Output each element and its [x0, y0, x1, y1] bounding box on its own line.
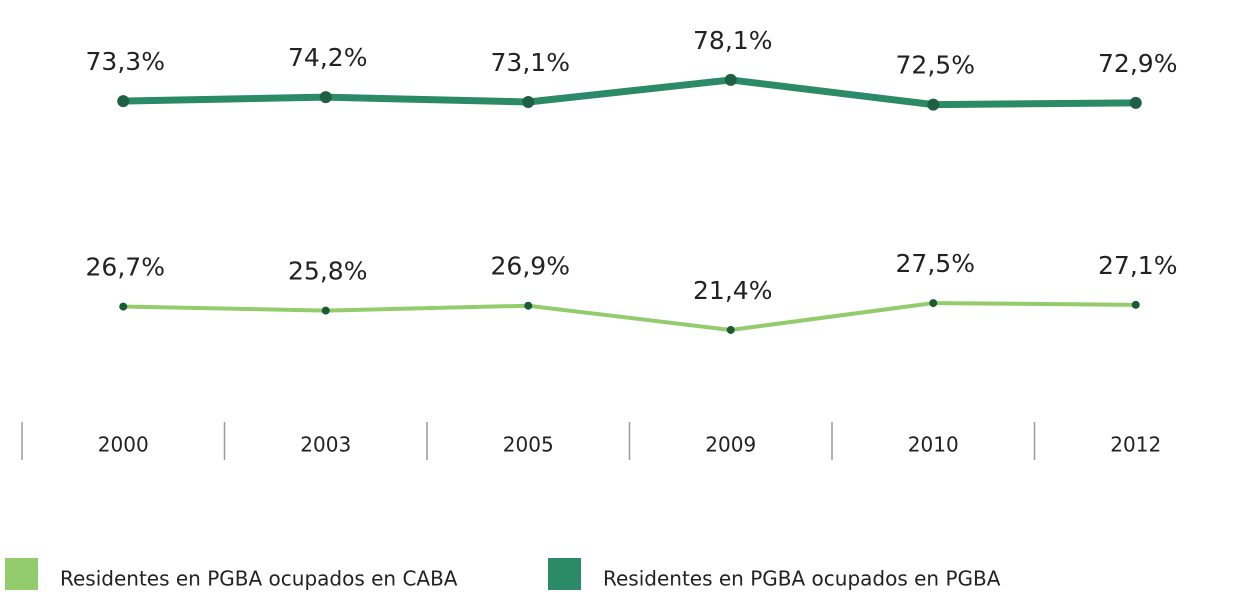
legend-label: Residentes en PGBA ocupados en CABA: [60, 567, 458, 591]
point: [1129, 96, 1142, 109]
value-label: 26,9%: [491, 252, 570, 281]
point: [927, 98, 940, 111]
x-tick-label: 2005: [503, 433, 554, 457]
point: [321, 306, 330, 315]
point: [522, 95, 535, 108]
value-label: 72,5%: [896, 51, 975, 80]
value-label: 27,5%: [896, 249, 975, 278]
value-label: 72,9%: [1098, 49, 1177, 78]
x-tick-label: 2009: [705, 433, 756, 457]
value-label: 73,3%: [86, 47, 165, 76]
value-label: 27,1%: [1098, 251, 1177, 280]
legend-label: Residentes en PGBA ocupados en PGBA: [603, 567, 1001, 591]
point: [929, 299, 938, 308]
x-tick-label: 2003: [300, 433, 351, 457]
x-tick-label: 2012: [1110, 433, 1161, 457]
series-line: [123, 301, 1136, 332]
value-label: 26,7%: [86, 253, 165, 282]
point: [319, 91, 332, 104]
point: [524, 301, 533, 310]
point: [117, 95, 130, 108]
point: [1131, 300, 1140, 309]
legend-swatch: [5, 558, 38, 590]
series-line: [123, 76, 1136, 109]
point: [724, 73, 737, 86]
x-tick-label: 2010: [908, 433, 959, 457]
value-label: 73,1%: [491, 48, 570, 77]
value-label: 21,4%: [693, 276, 772, 305]
value-label: 25,8%: [288, 257, 367, 286]
value-label: 74,2%: [288, 43, 367, 72]
point: [119, 302, 128, 311]
legend-swatch: [548, 558, 581, 590]
x-tick-label: 2000: [98, 433, 149, 457]
value-label: 78,1%: [693, 26, 772, 55]
point: [726, 325, 735, 334]
